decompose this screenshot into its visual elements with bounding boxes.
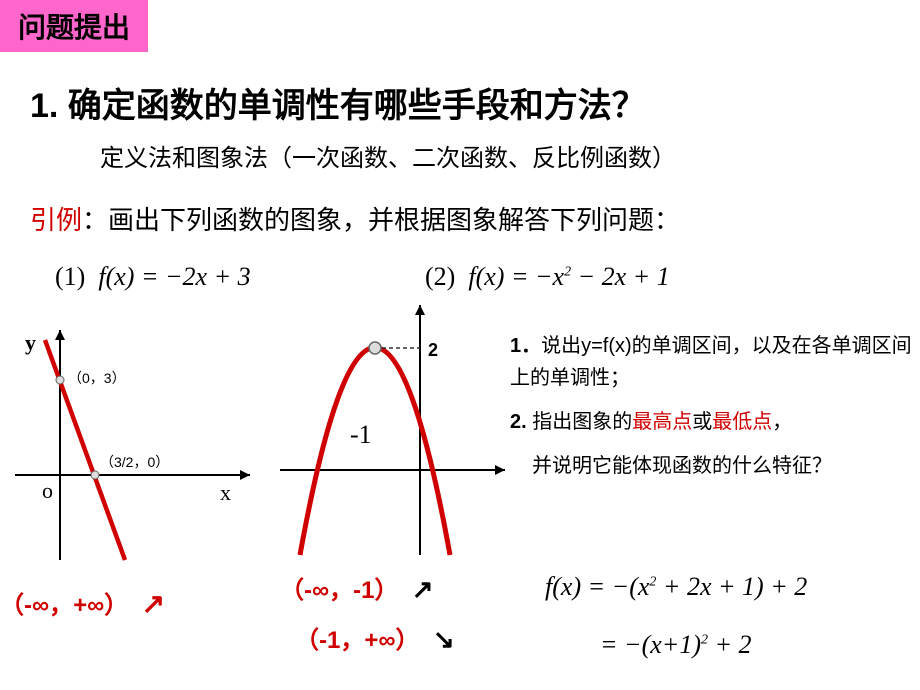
derivation-line-2: = −(x+1)2 + 2 <box>600 630 752 660</box>
arrow-down-2: ↘ <box>433 624 455 654</box>
interval-2-dec: （-1，+∞） ↘ <box>295 620 455 655</box>
example-text: ：画出下列函数的图象，并根据图象解答下列问题： <box>82 206 680 235</box>
subq-1: 1．说出y=f(x)的单调区间，以及在各单调区间上的单调性； <box>510 330 915 394</box>
question-1: 1. 确定函数的单调性有哪些手段和方法？ <box>30 78 646 127</box>
interval-2-inc-text: （-∞，-1） <box>280 577 398 604</box>
subq2-lowest: 最低点 <box>712 411 772 433</box>
example-prompt: 引例：画出下列函数的图象，并根据图象解答下列问题： <box>30 200 680 237</box>
func1-formula: f(x) = −2x + 3 <box>98 262 250 291</box>
arrow-up-1: ↗ <box>142 588 165 619</box>
section-header: 问题提出 <box>0 0 148 52</box>
chart-1-linear: y x o （0，3） （3/2，0） <box>10 320 260 570</box>
subq-2: 2. 指出图象的最高点或最低点， <box>510 406 915 438</box>
derivation-line-1: f(x) = −(x2 + 2x + 1) + 2 <box>545 572 807 602</box>
subq2-highest: 最高点 <box>632 411 692 433</box>
subq2-or: 或 <box>692 411 712 433</box>
arrow-up-2: ↗ <box>412 574 434 604</box>
axis-x-label-1: x <box>220 480 231 506</box>
func2-number: (2) <box>425 262 455 291</box>
interval-1-text: （-∞，+∞） <box>0 592 128 619</box>
subq2-prefix: 2. <box>510 411 527 433</box>
x-intercept-label: （3/2，0） <box>100 452 169 472</box>
subq-3: 并说明它能体现函数的什么特征？ <box>510 450 915 482</box>
subq1-prefix: 1． <box>510 335 541 357</box>
subquestions-block: 1．说出y=f(x)的单调区间，以及在各单调区间上的单调性； 2. 指出图象的最… <box>510 330 915 494</box>
subq1-text: 说出y=f(x)的单调区间，以及在各单调区间上的单调性； <box>510 335 912 389</box>
interval-1: （-∞，+∞） ↗ <box>0 585 165 620</box>
vertex-x-label: -1 <box>350 420 372 450</box>
origin-label-1: o <box>42 478 53 504</box>
func2-formula: f(x) = −x2 − 2x + 1 <box>468 262 669 291</box>
subq2-a: 指出图象的 <box>532 411 632 433</box>
vertex-y-label: 2 <box>428 340 438 361</box>
y-intercept-label: （0，3） <box>68 368 126 388</box>
interval-2-inc: （-∞，-1） ↗ <box>280 570 434 605</box>
chart-2-parabola: 2 -1 <box>280 300 510 570</box>
axis-y-label-1: y <box>25 330 36 356</box>
func2-label: (2) f(x) = −x2 − 2x + 1 <box>425 262 670 292</box>
func1-label: (1) f(x) = −2x + 3 <box>55 262 251 292</box>
example-label: 引例 <box>30 206 82 235</box>
subq2-comma: ， <box>772 411 792 433</box>
func1-number: (1) <box>55 262 85 291</box>
methods-subtitle: 定义法和图象法（一次函数、二次函数、反比例函数） <box>100 138 676 173</box>
interval-2-dec-text: （-1，+∞） <box>295 627 419 654</box>
